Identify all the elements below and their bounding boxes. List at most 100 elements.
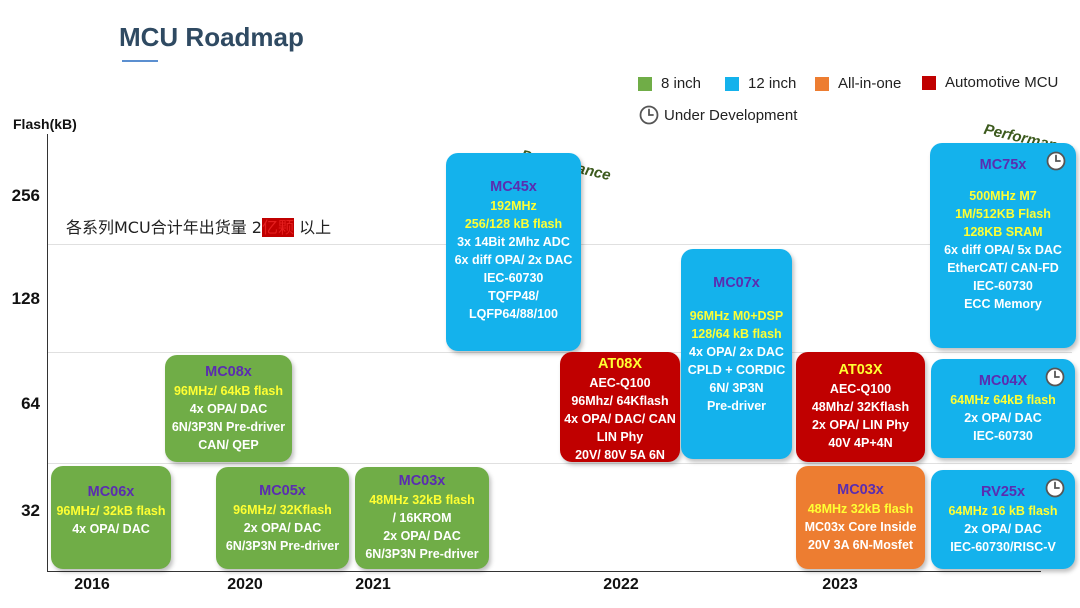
product-spec: LIN Phy	[596, 430, 644, 444]
product-name: MC75x	[979, 157, 1027, 173]
gridline-64	[48, 352, 1072, 353]
product-spec: IEC-60730	[973, 429, 1033, 443]
product-spec: IEC-60730/RISC-V	[950, 540, 1056, 554]
gridline-32	[48, 463, 1072, 464]
y-tick-32: 32	[21, 501, 40, 520]
product-spec: 6x diff OPA/ 2x DAC	[454, 253, 573, 267]
product-spec: ECC Memory	[964, 297, 1042, 311]
clock-icon	[639, 105, 659, 125]
product-spec: 6N/3P3N Pre-driver	[365, 547, 479, 561]
product-spec: 96MHz/ 64kB flash	[173, 384, 284, 398]
product-spec: 6N/3P3N Pre-driver	[171, 420, 286, 434]
clock-icon	[1045, 367, 1065, 387]
product-box-mc03x: MC03x 48MHz 32kB flash / 16KROM 2x OPA/ …	[355, 467, 489, 569]
legend-label-12-inch: 12 inch	[748, 75, 797, 92]
product-spec: 4x OPA/ 2x DAC	[689, 345, 784, 359]
shipment-note-prefix: 各系列MCU合计年出货量 2	[66, 218, 262, 237]
product-spec: 500MHz M7	[969, 189, 1037, 203]
y-tick-128: 128	[11, 289, 40, 308]
product-spec: 6N/ 3P3N	[709, 381, 764, 395]
product-spec: IEC-60730	[973, 279, 1033, 293]
title-underline	[122, 60, 158, 62]
product-box-mc06x: MC06x 96MHz/ 32kB flash 4x OPA/ DAC	[51, 466, 171, 569]
product-spec: EtherCAT/ CAN-FD	[947, 261, 1059, 275]
legend-label-8-inch: 8 inch	[661, 75, 702, 92]
product-spec: 192MHz	[490, 199, 537, 213]
product-box-mc45x: MC45x 192MHz 256/128 kB flash 3x 14Bit 2…	[446, 153, 581, 351]
product-spec: 6N/3P3N Pre-driver	[225, 539, 340, 553]
shipment-note-suffix: 以上	[293, 218, 332, 237]
shipment-note-highlight: 亿颗	[261, 218, 294, 237]
product-spec: 2x OPA/ LIN Phy	[811, 418, 909, 432]
legend-item-all-in-one: All-in-one	[815, 75, 901, 92]
product-spec: Pre-driver	[706, 399, 767, 413]
product-spec: TQFP48/	[488, 289, 539, 303]
product-spec: 2x OPA/ DAC	[383, 529, 461, 543]
product-box-mc07x: MC07x 96MHz M0+DSP 128/64 kB flash 4x OP…	[681, 249, 792, 459]
product-spec: 64MHz 16 kB flash	[948, 504, 1058, 518]
product-name: MC05x	[259, 483, 306, 499]
product-spec: 20V 3A 6N-Mosfet	[807, 538, 914, 552]
product-name: MC07x	[713, 275, 760, 291]
product-box-at03x: AT03X AEC-Q100 48Mhz/ 32Kflash 2x OPA/ L…	[796, 352, 925, 462]
legend-item-12-inch: 12 inch	[725, 75, 796, 92]
product-name: AT08X	[597, 356, 643, 372]
product-spec: 256/128 kB flash	[464, 217, 563, 231]
page-title: MCU Roadmap	[119, 22, 304, 52]
legend-label-automotive: Automotive MCU	[945, 74, 1059, 91]
product-spec: 2x OPA/ DAC	[964, 411, 1042, 425]
product-spec: 4x OPA/ DAC	[189, 402, 268, 416]
product-spec: 1M/512KB Flash	[955, 207, 1051, 221]
x-axis-line	[47, 571, 1041, 572]
product-spec: 128/64 kB flash	[691, 327, 782, 341]
product-spec: 96Mhz/ 64Kflash	[571, 394, 669, 408]
y-axis-line	[47, 134, 48, 572]
product-spec: / 16KROM	[392, 511, 452, 525]
product-spec: 96MHz/ 32kB flash	[56, 504, 166, 518]
product-spec: 96MHz M0+DSP	[689, 309, 784, 323]
product-box-mc04x: MC04X 64MHz 64kB flash 2x OPA/ DAC IEC-6…	[931, 359, 1075, 458]
product-spec: 2x OPA/ DAC	[243, 521, 322, 535]
product-spec: 96MHz/ 32Kflash	[233, 503, 332, 517]
product-spec: AEC-Q100	[829, 382, 892, 396]
legend-swatch-automotive	[922, 75, 936, 90]
product-name: MC06x	[87, 484, 135, 500]
product-name: MC03x	[398, 473, 446, 489]
legend-item-8-inch: 8 inch	[638, 75, 701, 92]
legend-swatch-8-inch	[638, 76, 652, 91]
product-box-mc05x: MC05x 96MHz/ 32Kflash 2x OPA/ DAC 6N/3P3…	[216, 467, 349, 569]
product-name: MC45x	[490, 179, 537, 195]
x-tick-2021: 2021	[355, 576, 391, 593]
legend-item-automotive: Automotive MCU	[922, 74, 1058, 91]
product-name: MC04X	[978, 373, 1028, 389]
clock-icon	[1045, 478, 1065, 498]
y-tick-256: 256	[11, 186, 40, 205]
product-spec: CPLD + CORDIC	[687, 363, 786, 377]
product-spec: 20V/ 80V 5A 6N	[575, 448, 665, 462]
product-name: RV25x	[980, 484, 1026, 500]
product-spec: 6x diff OPA/ 5x DAC	[944, 243, 1062, 257]
product-spec: LQFP64/88/100	[469, 307, 558, 321]
product-spec: 4x OPA/ DAC	[72, 522, 150, 536]
product-name: MC08x	[205, 364, 252, 380]
legend-label-all-in-one: All-in-one	[838, 75, 902, 92]
product-name: MC03x	[837, 482, 884, 498]
x-tick-2022: 2022	[603, 576, 639, 593]
product-name: AT03X	[838, 362, 883, 378]
x-tick-2023: 2023	[822, 576, 858, 593]
product-spec: 4x OPA/ DAC/ CAN	[564, 412, 676, 426]
legend-item-under-development: Under Development	[639, 105, 797, 125]
y-tick-64: 64	[21, 394, 40, 413]
product-spec: 128KB SRAM	[963, 225, 1043, 239]
x-tick-2016: 2016	[74, 576, 110, 593]
product-box-rv25x: RV25x 64MHz 16 kB flash 2x OPA/ DAC IEC-…	[931, 470, 1075, 569]
product-spec: 48MHz 32kB flash	[807, 502, 914, 516]
product-box-mc03x-all-in-one: MC03x 48MHz 32kB flash MC03x Core Inside…	[796, 466, 925, 569]
y-axis-title: Flash(kB)	[13, 116, 77, 132]
legend-label-under-development: Under Development	[664, 106, 798, 124]
product-spec: 48Mhz/ 32Kflash	[811, 400, 910, 414]
product-spec: 3x 14Bit 2Mhz ADC	[457, 235, 570, 249]
product-spec: MC03x Core Inside	[804, 520, 917, 534]
product-spec: AEC-Q100	[589, 376, 651, 390]
product-box-mc75x: MC75x 500MHz M7 1M/512KB Flash 128KB SRA…	[930, 143, 1076, 348]
